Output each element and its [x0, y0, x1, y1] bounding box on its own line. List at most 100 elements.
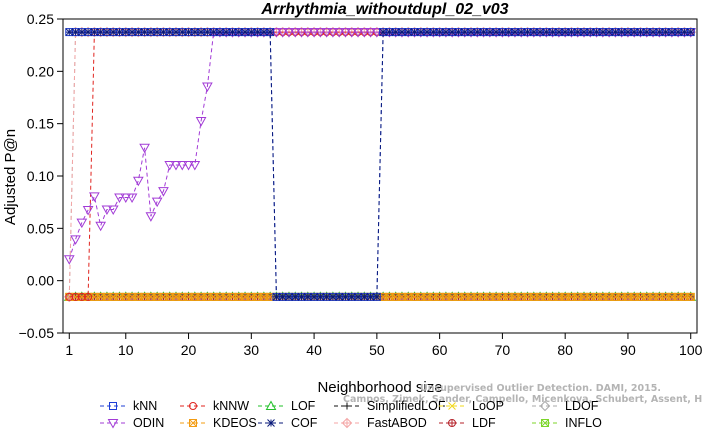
data-point — [454, 28, 463, 36]
data-point — [391, 292, 400, 301]
data-point — [655, 292, 664, 301]
data-point — [529, 292, 538, 301]
watermark-line-1: Unsupervised Outlier Detection. DAMI, 20… — [420, 383, 661, 394]
x-tick-label: 70 — [495, 342, 511, 358]
data-point — [321, 28, 332, 38]
data-point — [253, 292, 262, 301]
data-point — [410, 292, 419, 301]
data-point — [84, 292, 93, 301]
data-point — [554, 292, 563, 301]
data-point — [107, 419, 119, 429]
data-point — [241, 292, 250, 301]
y-tick-label: −0.05 — [19, 325, 55, 341]
data-point — [498, 28, 507, 36]
data-point — [674, 28, 683, 36]
series-line — [69, 31, 691, 298]
data-point — [139, 143, 150, 154]
data-point — [140, 28, 149, 36]
data-point — [341, 293, 350, 301]
data-point — [360, 293, 369, 301]
data-point — [448, 292, 457, 301]
data-point — [561, 292, 570, 301]
data-point — [178, 28, 187, 36]
data-point — [228, 28, 237, 36]
data-point — [416, 292, 425, 301]
watermark-line-2: Campos, Zimek, Sander, Campello, Micenko… — [343, 394, 702, 405]
data-point — [178, 292, 187, 301]
data-point — [96, 292, 105, 301]
data-point — [176, 161, 188, 171]
data-point — [114, 193, 125, 203]
data-point — [492, 292, 501, 301]
data-point — [277, 28, 289, 38]
data-point — [140, 292, 149, 301]
data-point — [316, 293, 325, 301]
legend-label: INFLO — [565, 416, 602, 430]
data-point — [686, 292, 695, 301]
x-tick-label: 40 — [306, 342, 322, 358]
data-point — [145, 212, 157, 222]
legend-item-kdeos: KDEOS — [180, 416, 257, 430]
legend-item-fastabod: FastABOD — [334, 416, 427, 430]
data-point — [661, 28, 670, 36]
data-point — [642, 292, 651, 301]
data-point — [542, 28, 551, 36]
x-tick-label: 50 — [369, 342, 385, 358]
data-point — [454, 292, 463, 301]
data-point — [335, 293, 344, 301]
data-point — [164, 161, 176, 171]
data-point — [366, 293, 375, 301]
data-point — [510, 292, 519, 301]
x-tick-label: 60 — [432, 342, 448, 358]
data-point — [289, 28, 301, 38]
data-point — [189, 419, 197, 427]
data-point — [189, 419, 197, 427]
data-point — [103, 28, 111, 36]
data-point — [586, 292, 595, 301]
legend-label: FastABOD — [367, 416, 427, 430]
data-point — [680, 292, 689, 301]
data-point — [358, 28, 370, 38]
data-point — [234, 292, 243, 301]
x-tick-label: 100 — [679, 342, 702, 358]
data-point — [649, 28, 657, 36]
data-point — [77, 292, 86, 301]
data-point — [315, 28, 326, 38]
data-point — [636, 28, 645, 36]
data-point — [548, 28, 557, 36]
data-point — [222, 28, 231, 36]
data-point — [555, 28, 563, 36]
data-point — [385, 28, 394, 36]
data-point — [109, 292, 118, 301]
data-point — [128, 28, 136, 36]
data-point — [153, 28, 162, 36]
data-point — [265, 400, 277, 410]
data-point — [189, 161, 201, 171]
data-point — [102, 292, 111, 301]
data-point — [172, 28, 180, 36]
data-point — [498, 292, 507, 301]
data-point — [322, 293, 331, 301]
data-point — [573, 292, 582, 301]
data-point — [605, 28, 613, 36]
data-point — [101, 205, 113, 216]
data-point — [391, 28, 400, 36]
data-point — [109, 28, 118, 36]
data-point — [567, 292, 576, 301]
legend-item-knn: kNN — [100, 399, 157, 413]
data-point — [686, 293, 695, 301]
data-point — [183, 161, 194, 171]
data-point — [247, 28, 256, 36]
data-point — [617, 28, 626, 36]
data-point — [234, 28, 243, 36]
data-point — [197, 292, 206, 301]
legend-label: kNN — [133, 399, 157, 413]
data-point — [668, 28, 676, 36]
data-point — [170, 161, 182, 171]
legend-label: KDEOS — [213, 416, 257, 430]
data-point — [371, 28, 383, 38]
y-tick-label: 0.20 — [27, 63, 54, 79]
data-point — [536, 28, 544, 36]
data-point — [398, 28, 406, 36]
data-point — [630, 28, 639, 36]
